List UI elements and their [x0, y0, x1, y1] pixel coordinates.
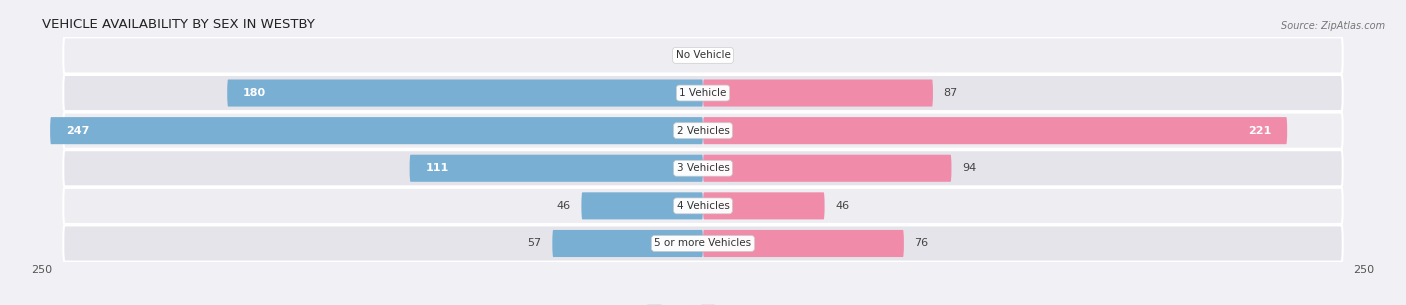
Text: 180: 180 [243, 88, 266, 98]
Text: VEHICLE AVAILABILITY BY SEX IN WESTBY: VEHICLE AVAILABILITY BY SEX IN WESTBY [42, 18, 315, 31]
Legend: Male, Female: Male, Female [643, 301, 763, 305]
Text: 76: 76 [914, 239, 928, 249]
Text: 46: 46 [557, 201, 571, 211]
Text: 5 or more Vehicles: 5 or more Vehicles [654, 239, 752, 249]
FancyBboxPatch shape [553, 230, 703, 257]
FancyBboxPatch shape [703, 230, 904, 257]
Text: 111: 111 [426, 163, 449, 173]
FancyBboxPatch shape [409, 155, 703, 182]
FancyBboxPatch shape [63, 150, 1343, 186]
FancyBboxPatch shape [63, 75, 1343, 111]
Text: 2 Vehicles: 2 Vehicles [676, 126, 730, 136]
FancyBboxPatch shape [63, 188, 1343, 224]
FancyBboxPatch shape [703, 80, 934, 106]
FancyBboxPatch shape [703, 155, 952, 182]
Text: No Vehicle: No Vehicle [675, 50, 731, 60]
FancyBboxPatch shape [51, 117, 703, 144]
Text: 57: 57 [527, 239, 541, 249]
Text: 1 Vehicle: 1 Vehicle [679, 88, 727, 98]
Text: 0: 0 [714, 50, 720, 60]
Text: 46: 46 [835, 201, 849, 211]
FancyBboxPatch shape [228, 80, 703, 106]
FancyBboxPatch shape [63, 225, 1343, 262]
FancyBboxPatch shape [63, 37, 1343, 74]
FancyBboxPatch shape [582, 192, 703, 219]
Text: 247: 247 [66, 126, 90, 136]
FancyBboxPatch shape [703, 117, 1286, 144]
Text: 0: 0 [686, 50, 692, 60]
Text: 4 Vehicles: 4 Vehicles [676, 201, 730, 211]
Text: 221: 221 [1249, 126, 1271, 136]
Text: Source: ZipAtlas.com: Source: ZipAtlas.com [1281, 21, 1385, 31]
Text: 94: 94 [962, 163, 976, 173]
Text: 87: 87 [943, 88, 957, 98]
FancyBboxPatch shape [703, 192, 824, 219]
Text: 3 Vehicles: 3 Vehicles [676, 163, 730, 173]
FancyBboxPatch shape [63, 113, 1343, 149]
